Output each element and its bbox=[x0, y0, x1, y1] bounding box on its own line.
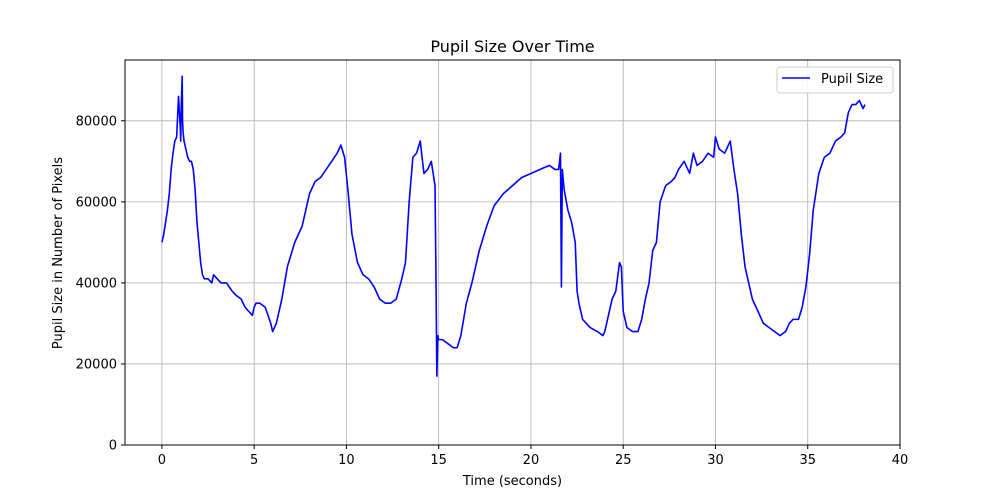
grid-lines bbox=[125, 60, 901, 446]
x-tick-label: 20 bbox=[523, 453, 540, 468]
x-tick-label: 5 bbox=[250, 453, 258, 468]
x-axis-ticks: 0 5 10 15 20 25 30 35 40 bbox=[158, 445, 909, 468]
legend-box bbox=[776, 66, 894, 94]
y-axis-title: Pupil Size in Number of Pixels bbox=[51, 157, 66, 349]
y-axis-ticks: 0 20000 40000 60000 80000 bbox=[76, 114, 125, 454]
x-axis-title: Time (seconds) bbox=[462, 474, 562, 489]
x-tick-label: 35 bbox=[799, 453, 816, 468]
series-line-pupil-size bbox=[161, 75, 866, 377]
y-tick-label: 60000 bbox=[76, 195, 117, 210]
y-tick-label: 0 bbox=[109, 439, 117, 454]
x-tick-label: 15 bbox=[430, 453, 447, 468]
x-tick-label: 30 bbox=[707, 453, 724, 468]
chart-title: Pupil Size Over Time bbox=[430, 37, 594, 56]
x-tick-label: 40 bbox=[892, 453, 909, 468]
x-tick-label: 25 bbox=[615, 453, 632, 468]
x-tick-label: 10 bbox=[338, 453, 355, 468]
y-tick-label: 40000 bbox=[76, 276, 117, 291]
y-tick-label: 80000 bbox=[76, 114, 117, 129]
plot-frame bbox=[124, 59, 901, 446]
legend-label-pupil-size: Pupil Size bbox=[821, 72, 883, 87]
x-tick-label: 0 bbox=[158, 453, 166, 468]
y-tick-label: 20000 bbox=[76, 357, 117, 372]
legend: Pupil Size bbox=[776, 66, 894, 94]
